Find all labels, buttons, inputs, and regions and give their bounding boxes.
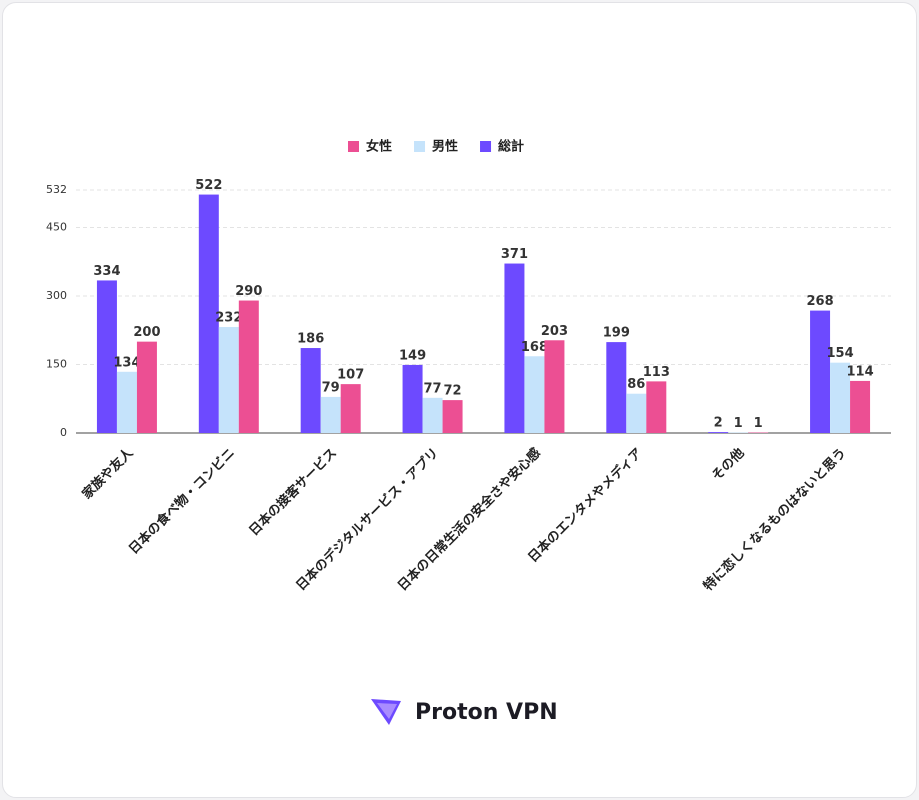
bar <box>198 194 219 433</box>
bar <box>504 263 525 433</box>
value-label: 1 <box>754 416 763 431</box>
legend-label: 総計 <box>498 139 524 155</box>
bar <box>708 432 729 433</box>
bar <box>442 400 463 433</box>
logo-icon-inner <box>377 703 397 719</box>
bar <box>340 384 361 433</box>
x-tick-label: 日本の食べ物・コンビニ <box>126 445 238 557</box>
legend-swatch <box>480 141 492 152</box>
bar <box>850 380 871 433</box>
value-label: 107 <box>337 368 364 383</box>
bar <box>320 396 341 433</box>
value-label: 79 <box>322 380 340 395</box>
logo-text: Proton VPN <box>415 700 558 725</box>
chart: Proton VPN 0 150 300 450 532 女性 男性 総計 334 134 200 家… <box>46 139 891 725</box>
value-label: 154 <box>826 346 853 361</box>
value-label: 72 <box>444 384 462 399</box>
x-tick-label: その他 <box>709 445 748 484</box>
value-label: 1 <box>734 416 743 431</box>
bar <box>136 341 157 433</box>
legend-label: 女性 <box>366 139 392 155</box>
y-tick-label: 532 <box>46 183 67 196</box>
value-label: 232 <box>215 311 242 326</box>
value-label: 149 <box>399 348 426 363</box>
value-label: 2 <box>714 416 723 431</box>
bar <box>238 300 259 433</box>
bar <box>116 371 137 433</box>
value-label: 200 <box>133 325 160 340</box>
bar <box>606 342 627 433</box>
bar <box>830 362 851 433</box>
x-tick-label: 日本のエンタメやメディア <box>525 445 646 566</box>
value-label: 199 <box>603 326 630 341</box>
value-label: 290 <box>235 284 262 299</box>
value-label: 522 <box>195 178 222 193</box>
y-tick-label: 450 <box>46 220 67 233</box>
value-label: 86 <box>627 377 645 392</box>
logo: Proton VPN <box>371 699 558 725</box>
legend-label: 男性 <box>432 139 458 155</box>
y-tick-label: 300 <box>46 289 67 302</box>
bar <box>218 327 239 433</box>
value-label: 114 <box>846 364 873 379</box>
bar <box>810 310 831 433</box>
bar <box>300 348 321 433</box>
value-label: 268 <box>806 294 833 309</box>
bar <box>402 364 423 433</box>
value-label: 203 <box>541 324 568 339</box>
x-tick-label: 日本の接客サービス <box>246 445 340 539</box>
y-tick-label: 0 <box>60 426 67 439</box>
value-label: 371 <box>501 247 528 262</box>
x-tick-label: 家族や友人 <box>79 444 137 502</box>
value-label: 168 <box>521 340 548 355</box>
bar <box>524 356 545 433</box>
value-label: 186 <box>297 332 324 347</box>
bar <box>646 381 667 433</box>
value-label: 134 <box>113 355 140 370</box>
legend-swatch <box>348 141 359 152</box>
y-tick-label: 150 <box>46 357 67 370</box>
bar <box>626 393 647 433</box>
bar <box>96 280 117 433</box>
bar <box>422 397 443 433</box>
value-label: 334 <box>93 264 120 279</box>
bar <box>544 340 565 433</box>
value-label: 113 <box>643 365 670 380</box>
legend-swatch <box>414 141 426 152</box>
value-label: 77 <box>424 381 442 396</box>
